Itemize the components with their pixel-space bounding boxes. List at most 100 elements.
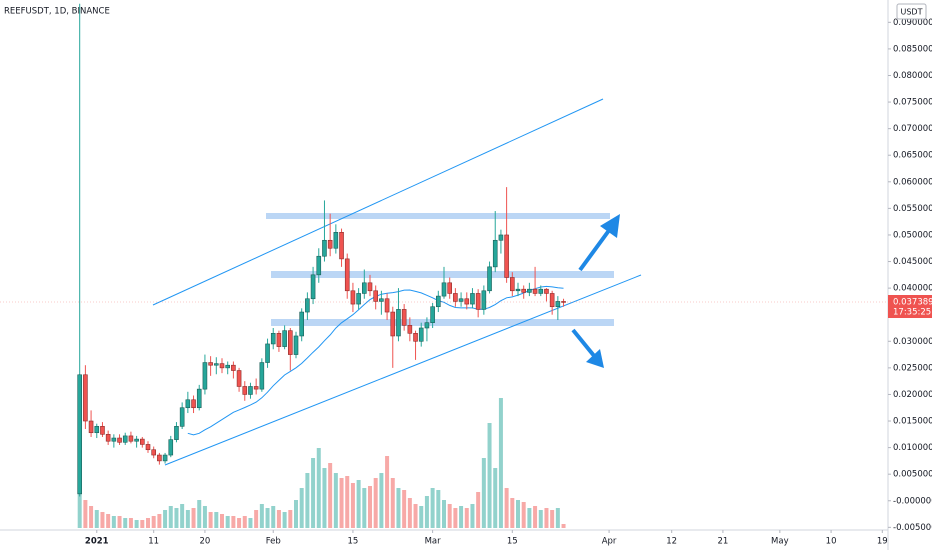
candle-body xyxy=(549,293,555,308)
candle-body xyxy=(191,399,196,409)
volume-bar xyxy=(544,508,549,528)
volume-bar xyxy=(157,514,162,528)
candle-body xyxy=(174,426,179,440)
candle-body xyxy=(475,293,481,310)
candle-body xyxy=(162,454,168,462)
volume-bar xyxy=(533,506,538,528)
candle-body xyxy=(122,435,128,443)
candle-body xyxy=(418,327,424,342)
candle-body xyxy=(293,335,299,355)
candle-body xyxy=(441,282,447,297)
y-tick-label: 0.030000 xyxy=(893,337,932,347)
candle-body xyxy=(521,288,526,293)
plot xyxy=(0,3,888,528)
last-price-label: 0.037389 xyxy=(893,298,932,308)
candle-body xyxy=(288,330,293,355)
candle-body xyxy=(168,439,174,456)
x-tick-label: 2021 xyxy=(85,537,109,547)
volume-bar xyxy=(464,508,469,528)
candle-body xyxy=(242,386,248,395)
volume-bar xyxy=(94,510,99,528)
up-arrow-shaft xyxy=(578,227,612,272)
volume-bar xyxy=(430,488,435,528)
candle-body xyxy=(128,435,134,442)
upper-channel-line xyxy=(152,98,604,306)
candle-body xyxy=(453,293,458,302)
chart-title: REEFUSDT, 1D, BINANCE xyxy=(4,7,110,17)
volume-bar xyxy=(259,504,264,528)
candle-body xyxy=(396,309,401,337)
y-tick-label: 0.065000 xyxy=(893,151,932,161)
down-arrow-shaft xyxy=(571,328,597,359)
volume-bar xyxy=(220,514,224,528)
volume-bar xyxy=(117,516,122,528)
volume-bar xyxy=(180,504,185,528)
candle-body xyxy=(401,309,407,326)
volume-bar xyxy=(442,500,446,528)
x-tick-label: Apr xyxy=(602,537,617,547)
volume-bar xyxy=(265,508,270,528)
volume-bar xyxy=(510,498,515,528)
candle-body xyxy=(259,362,265,390)
candle-body xyxy=(305,298,310,313)
volume-bar xyxy=(123,518,128,528)
candle-body xyxy=(515,288,521,292)
candle-body xyxy=(458,298,464,302)
volume-bar xyxy=(242,516,247,528)
y-tick-label: 0.055000 xyxy=(893,204,932,214)
candle-body xyxy=(151,449,156,456)
candle-body xyxy=(185,399,191,409)
candle-body xyxy=(504,234,509,278)
volume-bar xyxy=(373,478,378,528)
volume-bar xyxy=(385,456,390,528)
volume-bar xyxy=(481,458,486,528)
candle-body xyxy=(270,333,276,345)
candle-body xyxy=(100,426,105,435)
volume-bar xyxy=(459,506,464,528)
drawings xyxy=(152,98,642,466)
candle-body xyxy=(236,370,242,387)
candle-body xyxy=(430,306,435,323)
y-tick-label: 0.045000 xyxy=(893,257,932,267)
volume-bar xyxy=(174,508,179,528)
candle-body xyxy=(157,454,162,462)
volume-bar xyxy=(197,500,202,528)
candle-body xyxy=(544,288,549,294)
candle-body xyxy=(498,234,504,241)
volume-bar xyxy=(282,512,287,528)
volume-bar xyxy=(521,502,526,528)
x-tick-label: 15 xyxy=(348,537,359,547)
volume-bar xyxy=(294,500,298,528)
candle-body xyxy=(464,298,470,305)
support-zone xyxy=(271,319,614,326)
candle-body xyxy=(77,374,82,495)
volume-bar xyxy=(476,492,481,528)
candle-body xyxy=(253,386,259,390)
arrows xyxy=(571,214,620,368)
y-tick-label: 0.080000 xyxy=(893,71,932,81)
lower-channel-line xyxy=(164,274,642,466)
candle-body xyxy=(384,298,390,313)
candle-body xyxy=(202,362,208,390)
volume-bar xyxy=(379,473,384,528)
volume-bar xyxy=(555,508,560,528)
volume-bar xyxy=(191,508,196,528)
volume-bar xyxy=(146,518,150,528)
volume-bar xyxy=(362,488,367,528)
y-tick-label: 0.090000 xyxy=(893,18,932,28)
x-tick-label: 21 xyxy=(718,537,729,547)
y-tick-label: -0.005000 xyxy=(893,523,932,533)
candle-body xyxy=(322,239,327,257)
volume-bar xyxy=(128,518,133,528)
x-tick-label: 15 xyxy=(507,537,518,547)
volume-bar xyxy=(402,490,407,528)
y-tick-label: 0.060000 xyxy=(893,177,932,187)
volume-bar xyxy=(134,520,139,528)
volume-bar xyxy=(237,518,242,528)
candle-body xyxy=(208,362,213,366)
volume-bar xyxy=(447,504,452,528)
candle-body xyxy=(231,364,236,371)
candle-body xyxy=(470,293,475,305)
candle-body xyxy=(282,330,287,347)
